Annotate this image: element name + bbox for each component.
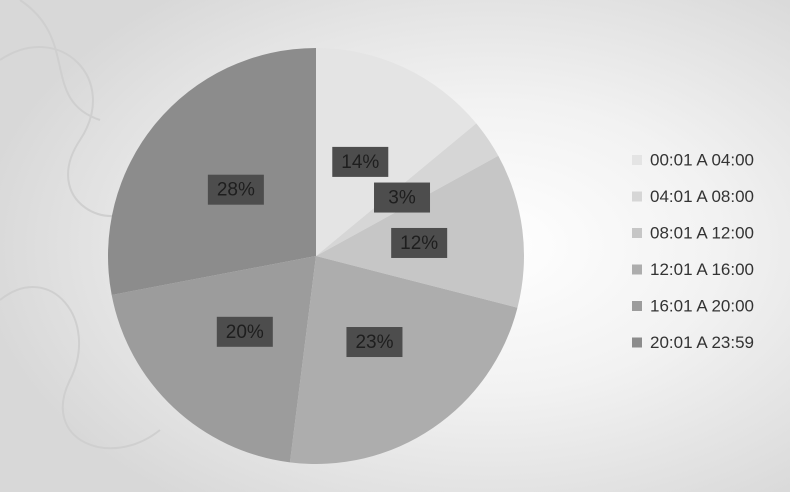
legend-label: 12:01 A 16:00 xyxy=(650,260,754,279)
data-label: 3% xyxy=(388,188,416,209)
data-label: 20% xyxy=(226,322,264,343)
legend-swatch xyxy=(632,264,642,275)
data-label-box xyxy=(332,146,389,177)
data-label-box xyxy=(374,182,431,213)
data-label-box xyxy=(216,316,273,347)
legend-swatch xyxy=(632,301,642,311)
legend-label: 16:01 A 20:00 xyxy=(650,296,754,315)
legend-label: 04:01 A 08:00 xyxy=(650,187,754,206)
data-label: 12% xyxy=(400,233,438,254)
legend-swatch xyxy=(632,337,642,348)
legend-label: 20:01 A 23:59 xyxy=(650,333,754,352)
pie-slice xyxy=(316,48,477,256)
decoration xyxy=(0,0,161,450)
pie-slice xyxy=(289,256,518,464)
data-label: 23% xyxy=(355,332,393,353)
legend-label: 00:01 A 04:00 xyxy=(650,150,754,169)
data-label-box xyxy=(391,227,448,258)
data-label-box xyxy=(207,174,264,205)
data-label: 14% xyxy=(341,152,379,173)
pie-slice xyxy=(111,256,316,463)
data-label-box xyxy=(346,327,403,358)
legend-label: 08:01 A 12:00 xyxy=(650,223,754,242)
pie-slice xyxy=(107,48,316,295)
legend-swatch xyxy=(632,228,642,238)
data-label: 28% xyxy=(217,180,255,201)
legend-swatch xyxy=(632,155,642,165)
legend-swatch xyxy=(632,191,642,202)
